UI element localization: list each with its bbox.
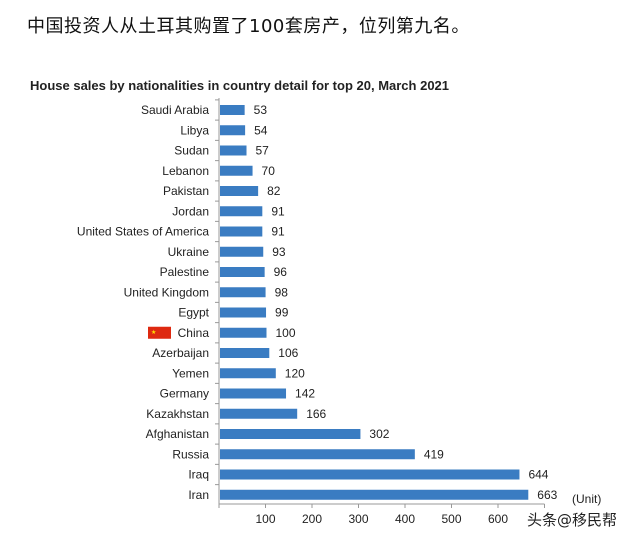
bar — [220, 388, 287, 399]
category-label: Russia — [172, 447, 209, 461]
data-label: 100 — [276, 326, 296, 340]
bar — [220, 165, 253, 176]
headline: 中国投资人从土耳其购置了100套房产，位列第九名。 — [27, 16, 470, 37]
bar — [220, 105, 245, 115]
unit-label: (Unit) — [572, 492, 601, 506]
flag-star-icon: ★ — [151, 329, 156, 336]
data-label: 57 — [256, 144, 270, 158]
category-label: Egypt — [178, 306, 209, 320]
bar — [220, 206, 263, 217]
bar — [220, 408, 298, 419]
category-label: Azerbaijan — [152, 346, 209, 360]
data-label: 166 — [306, 407, 326, 421]
data-label: 644 — [528, 468, 548, 482]
category-label: China — [178, 326, 210, 340]
x-tick-label: 400 — [395, 512, 415, 526]
data-label: 91 — [271, 204, 285, 218]
data-label: 91 — [271, 225, 285, 239]
bar — [220, 348, 270, 358]
x-tick-label: 600 — [488, 512, 508, 526]
data-label: 70 — [262, 164, 276, 178]
bar — [220, 186, 259, 196]
watermark: 头条@移民帮 — [527, 511, 618, 529]
bar — [220, 226, 263, 237]
bar — [220, 125, 246, 136]
bar — [220, 449, 415, 460]
data-label: 54 — [254, 123, 268, 137]
data-label: 93 — [272, 245, 286, 259]
x-tick-label: 500 — [441, 512, 461, 526]
bar — [220, 489, 529, 500]
bar — [220, 145, 247, 156]
data-label: 98 — [275, 285, 289, 299]
bar — [220, 327, 267, 338]
x-tick-label: 300 — [348, 512, 368, 526]
category-label: Ukraine — [168, 245, 210, 259]
data-label: 82 — [267, 184, 281, 198]
category-label: Germany — [160, 387, 209, 401]
category-label: Pakistan — [163, 184, 209, 198]
category-label: Yemen — [172, 366, 209, 380]
bar — [220, 368, 276, 379]
data-label: 302 — [369, 427, 389, 441]
data-label: 106 — [278, 346, 298, 360]
data-label: 142 — [295, 387, 315, 401]
x-tick-label: 200 — [302, 512, 322, 526]
category-label: Libya — [180, 123, 209, 137]
category-label: Iran — [188, 488, 209, 502]
category-label: Palestine — [160, 265, 210, 279]
bar — [220, 246, 264, 257]
bar — [220, 267, 265, 277]
bar — [220, 429, 361, 439]
bar — [220, 287, 266, 298]
data-label: 419 — [424, 447, 444, 461]
bar — [220, 469, 520, 480]
data-label: 96 — [274, 265, 288, 279]
category-label: Afghanistan — [146, 427, 209, 441]
category-label: Lebanon — [162, 164, 209, 178]
category-label: Saudi Arabia — [141, 103, 209, 117]
data-label: 120 — [285, 366, 305, 380]
data-label: 53 — [254, 103, 268, 117]
category-label: United States of America — [77, 225, 209, 239]
category-label: Jordan — [172, 204, 209, 218]
category-label: Sudan — [174, 144, 209, 158]
category-label: United Kingdom — [124, 285, 209, 299]
chart-title: House sales by nationalities in country … — [30, 78, 450, 93]
china-flag-icon — [148, 326, 171, 339]
category-label: Kazakhstan — [146, 407, 209, 421]
x-tick-label: 100 — [255, 512, 275, 526]
data-label: 99 — [275, 306, 289, 320]
data-label: 663 — [537, 488, 557, 502]
category-label: Iraq — [188, 468, 209, 482]
bar — [220, 307, 267, 318]
